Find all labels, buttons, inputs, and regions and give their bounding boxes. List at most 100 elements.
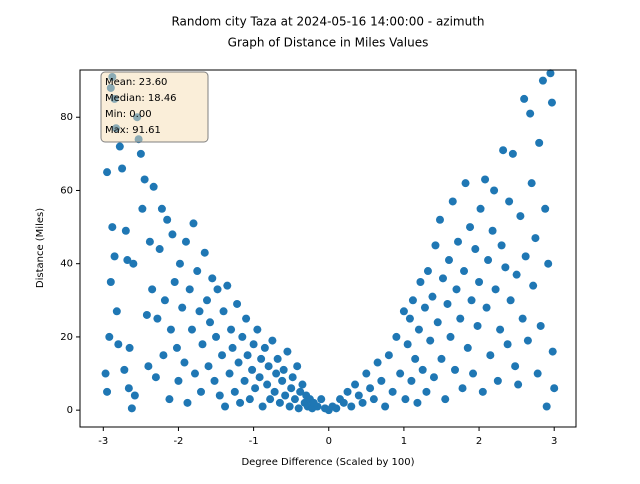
point bbox=[213, 285, 222, 294]
point bbox=[248, 365, 257, 374]
point bbox=[283, 347, 292, 356]
point bbox=[467, 296, 476, 305]
point bbox=[426, 336, 435, 345]
point bbox=[518, 314, 527, 323]
x-tick-label: 1 bbox=[401, 436, 407, 447]
point bbox=[103, 387, 112, 396]
point bbox=[362, 369, 371, 378]
point bbox=[388, 387, 397, 396]
point bbox=[505, 197, 514, 206]
point bbox=[448, 197, 457, 206]
point bbox=[441, 395, 450, 404]
point bbox=[433, 318, 442, 327]
x-tick-label: 0 bbox=[326, 436, 332, 447]
point bbox=[200, 248, 209, 257]
point bbox=[114, 340, 123, 349]
point bbox=[541, 204, 550, 213]
point bbox=[124, 384, 133, 393]
point bbox=[358, 398, 367, 407]
point bbox=[281, 391, 290, 400]
point bbox=[431, 241, 440, 250]
point bbox=[227, 325, 236, 334]
point bbox=[268, 336, 277, 345]
point bbox=[175, 259, 184, 268]
point bbox=[204, 362, 213, 371]
stats-box bbox=[100, 71, 209, 143]
point bbox=[536, 321, 545, 330]
point bbox=[189, 219, 198, 228]
point bbox=[550, 384, 559, 393]
point bbox=[144, 362, 153, 371]
point bbox=[296, 387, 305, 396]
point bbox=[183, 398, 192, 407]
point bbox=[373, 358, 382, 367]
point bbox=[230, 387, 239, 396]
point bbox=[225, 369, 234, 378]
point bbox=[275, 398, 284, 407]
point bbox=[101, 369, 110, 378]
point bbox=[218, 351, 227, 360]
point bbox=[203, 296, 212, 305]
point bbox=[497, 241, 506, 250]
point bbox=[215, 391, 224, 400]
point bbox=[416, 278, 425, 287]
point bbox=[298, 380, 307, 389]
point bbox=[255, 373, 264, 382]
point bbox=[481, 175, 490, 184]
point bbox=[508, 149, 517, 158]
point bbox=[208, 274, 217, 283]
point bbox=[219, 307, 228, 316]
point bbox=[245, 395, 254, 404]
point bbox=[493, 376, 502, 385]
point bbox=[251, 384, 260, 393]
point bbox=[475, 278, 484, 287]
point bbox=[511, 362, 520, 371]
point bbox=[399, 307, 408, 316]
point bbox=[514, 380, 523, 389]
point bbox=[136, 149, 145, 158]
point bbox=[384, 351, 393, 360]
point bbox=[181, 237, 190, 246]
point bbox=[411, 354, 420, 363]
point bbox=[160, 296, 169, 305]
point bbox=[193, 267, 202, 276]
point bbox=[172, 343, 181, 352]
point bbox=[272, 369, 281, 378]
point bbox=[157, 204, 166, 213]
point bbox=[236, 398, 245, 407]
stats-text: Min: 0.00 bbox=[105, 109, 152, 120]
point bbox=[396, 369, 405, 378]
point bbox=[260, 343, 269, 352]
point bbox=[118, 164, 127, 173]
point bbox=[381, 402, 390, 411]
x-tick-label: -3 bbox=[98, 436, 108, 447]
point bbox=[484, 256, 493, 265]
y-axis-label: Distance (Miles) bbox=[35, 208, 46, 288]
point bbox=[503, 340, 512, 349]
point bbox=[413, 398, 422, 407]
point bbox=[196, 387, 205, 396]
point bbox=[488, 226, 497, 235]
point bbox=[163, 215, 172, 224]
point bbox=[533, 369, 542, 378]
point bbox=[486, 351, 495, 360]
point bbox=[108, 223, 117, 232]
point bbox=[238, 332, 247, 341]
point bbox=[435, 215, 444, 224]
point bbox=[127, 404, 136, 413]
y-tick-label: 20 bbox=[60, 332, 73, 343]
point bbox=[293, 362, 302, 371]
point bbox=[257, 354, 266, 363]
point bbox=[463, 343, 472, 352]
point bbox=[185, 285, 194, 294]
point bbox=[195, 307, 204, 316]
stats-text: Mean: 23.60 bbox=[105, 77, 167, 88]
point bbox=[535, 138, 544, 147]
point bbox=[287, 384, 296, 393]
point bbox=[429, 373, 438, 382]
point bbox=[290, 395, 299, 404]
point bbox=[443, 299, 452, 308]
point bbox=[174, 376, 183, 385]
plot-frame bbox=[79, 69, 577, 428]
